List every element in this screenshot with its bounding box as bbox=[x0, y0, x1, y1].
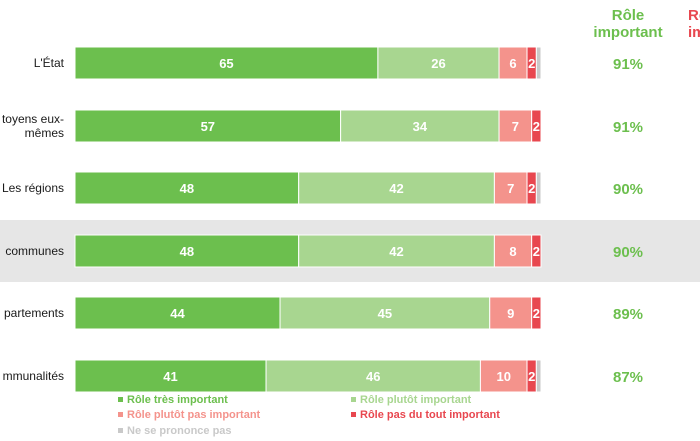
data-label: 2 bbox=[533, 244, 540, 259]
legend-swatch bbox=[351, 396, 356, 402]
data-label: 48 bbox=[180, 181, 194, 196]
bar-segment bbox=[74, 46, 379, 80]
bar-segment bbox=[298, 234, 495, 268]
bar-segment bbox=[531, 296, 542, 330]
legend-swatch bbox=[351, 411, 356, 417]
data-label: 2 bbox=[528, 56, 535, 71]
bar-segment bbox=[498, 109, 533, 143]
legend-item-pas-du-tout-important: Rôle pas du tout important bbox=[351, 409, 500, 421]
data-label: 42 bbox=[389, 244, 403, 259]
bar-segment bbox=[493, 171, 528, 205]
bar-segment bbox=[298, 171, 495, 205]
bar-segment bbox=[498, 46, 528, 80]
data-label: 7 bbox=[507, 181, 514, 196]
bar-segment bbox=[340, 109, 500, 143]
summary-column-title-line2: important bbox=[593, 24, 662, 41]
bar-segment bbox=[74, 296, 281, 330]
data-label: 45 bbox=[378, 306, 392, 321]
bar-segment bbox=[479, 359, 528, 393]
bar-segment bbox=[535, 359, 542, 393]
data-label: 48 bbox=[180, 244, 194, 259]
data-label: 34 bbox=[413, 119, 428, 134]
data-label: 7 bbox=[512, 119, 519, 134]
category-label: mmunalités bbox=[3, 369, 64, 383]
data-label: 41 bbox=[163, 369, 177, 384]
legend-label: Ne se prononce pas bbox=[127, 425, 232, 437]
data-label: 26 bbox=[431, 56, 445, 71]
bar-segment bbox=[279, 296, 491, 330]
bar-segment bbox=[377, 46, 500, 80]
summary-value: 87% bbox=[613, 369, 643, 386]
data-label: 6 bbox=[509, 56, 516, 71]
data-label: 2 bbox=[528, 181, 535, 196]
bar-segment bbox=[74, 109, 342, 143]
summary-value: 91% bbox=[613, 119, 643, 136]
bar-segment bbox=[531, 109, 542, 143]
legend-swatch bbox=[118, 396, 123, 402]
data-label: 10 bbox=[496, 369, 510, 384]
data-label: 2 bbox=[533, 306, 540, 321]
legend-label: Rôle très important bbox=[127, 394, 228, 406]
legend-swatch bbox=[118, 427, 123, 433]
partial-column-title-line1: Rô bbox=[688, 7, 700, 24]
data-label: 42 bbox=[389, 181, 403, 196]
bar-segment bbox=[489, 296, 533, 330]
summary-value: 91% bbox=[613, 56, 643, 73]
data-label: 44 bbox=[170, 306, 185, 321]
category-label: L'État bbox=[34, 55, 65, 70]
legend-item-plutot-important: Rôle plutôt important bbox=[351, 394, 471, 406]
summary-value: 90% bbox=[613, 181, 643, 198]
data-label: 9 bbox=[507, 306, 514, 321]
bar-segment bbox=[535, 171, 542, 205]
legend-item-ne-se-prononce-pas: Ne se prononce pas bbox=[118, 425, 232, 437]
legend-label: Rôle plutôt pas important bbox=[127, 409, 261, 421]
category-label: mêmes bbox=[25, 126, 64, 140]
data-label: 2 bbox=[528, 369, 535, 384]
legend-label: Rôle plutôt important bbox=[360, 394, 472, 406]
partial-column-title-line2: im bbox=[688, 24, 700, 41]
data-label: 2 bbox=[533, 119, 540, 134]
category-label: communes bbox=[5, 244, 64, 258]
summary-column-title-line1: Rôle bbox=[612, 7, 645, 24]
data-label: 57 bbox=[201, 119, 215, 134]
summary-value: 89% bbox=[613, 306, 643, 323]
summary-value: 90% bbox=[613, 244, 643, 261]
data-label: 46 bbox=[366, 369, 380, 384]
bar-segment bbox=[493, 234, 533, 268]
legend-item-tres-important: Rôle très important bbox=[118, 394, 228, 406]
bar-segment bbox=[531, 234, 542, 268]
bar-segment bbox=[74, 359, 267, 393]
bar-segment bbox=[535, 46, 542, 80]
legend-item-plutot-pas-important: Rôle plutôt pas important bbox=[118, 409, 260, 421]
category-label: partements bbox=[4, 306, 64, 320]
legend-label: Rôle pas du tout important bbox=[360, 409, 500, 421]
legend-swatch bbox=[118, 411, 123, 417]
data-label: 65 bbox=[219, 56, 233, 71]
data-label: 8 bbox=[509, 244, 516, 259]
category-label: Les régions bbox=[2, 181, 64, 195]
bar-segment bbox=[74, 171, 300, 205]
category-label: toyens eux- bbox=[2, 112, 64, 126]
